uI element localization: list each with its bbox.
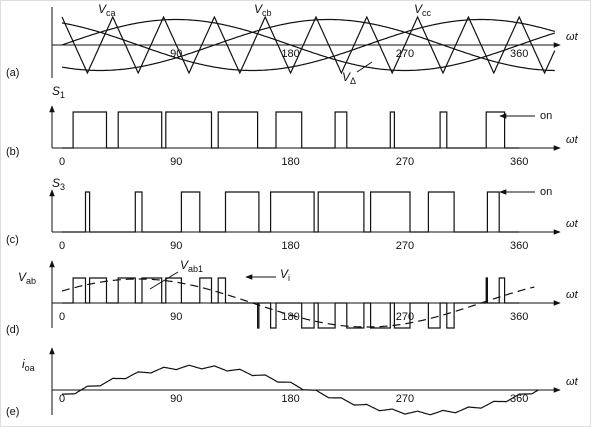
y-axis-label: Vab xyxy=(18,270,36,286)
y-axis-label-sub: ab xyxy=(26,276,36,286)
y-axis-label: S1 xyxy=(52,84,65,100)
waveform xyxy=(62,364,539,416)
y-axis-label: ioa xyxy=(22,357,35,373)
axis-label: ωt xyxy=(566,134,579,146)
pulse-train xyxy=(62,111,520,149)
y-axis-label-sub: oa xyxy=(25,363,35,373)
signal-label-sub: ca xyxy=(106,8,116,18)
signal-label-main: V xyxy=(98,2,107,16)
signal-label: Vcc xyxy=(414,2,432,18)
tick-label: 360 xyxy=(510,240,528,252)
tick-label: 180 xyxy=(281,48,299,60)
tick-label: 90 xyxy=(170,240,182,252)
tick-label: 270 xyxy=(396,156,414,168)
signal-label: VΔ xyxy=(342,70,356,86)
signal-label-sub: ab1 xyxy=(188,264,203,274)
waveform xyxy=(61,18,555,72)
tick-label: 360 xyxy=(510,156,528,168)
tick-label: 180 xyxy=(281,311,299,323)
waveform xyxy=(61,18,555,72)
tick-label: 270 xyxy=(396,311,414,323)
signal-label-main: V xyxy=(180,258,189,272)
signal-label-main: V xyxy=(254,2,263,16)
tick-label: 360 xyxy=(510,393,528,405)
y-axis-label-main: V xyxy=(18,270,27,284)
y-axis-label-main: i xyxy=(22,357,25,371)
pulse-train xyxy=(62,191,520,233)
tick-label: 90 xyxy=(170,311,182,323)
y-axis-label-main: S xyxy=(52,84,60,98)
signal-label-sub: cc xyxy=(422,8,432,18)
signal-label-main: V xyxy=(280,267,289,281)
signal-label: Vcb xyxy=(254,2,272,18)
panel-tag: (b) xyxy=(6,146,19,158)
tick-label: 0 xyxy=(59,311,65,323)
tick-label: 360 xyxy=(510,48,528,60)
signal-label: Vab1 xyxy=(180,258,203,274)
waveform xyxy=(61,278,535,328)
tick-label: 0 xyxy=(59,240,65,252)
tick-label: 180 xyxy=(281,393,299,405)
axis-label: ωt xyxy=(566,376,579,388)
waveform xyxy=(61,15,556,75)
signal-label-main: V xyxy=(414,2,423,16)
signal-label-main: V xyxy=(342,70,351,84)
signal-label: Vca xyxy=(98,2,116,18)
tick-label: 270 xyxy=(396,240,414,252)
signal-label: Vi xyxy=(280,267,290,283)
tick-label: 0 xyxy=(59,393,65,405)
signal-label-sub: Δ xyxy=(350,76,356,86)
note: on xyxy=(540,110,552,122)
y-axis-label-sub: 3 xyxy=(60,182,65,192)
waveform xyxy=(61,18,555,72)
panel-tag: (e) xyxy=(6,406,19,418)
tick-label: 180 xyxy=(281,156,299,168)
axis-label: ωt xyxy=(566,218,579,230)
leader xyxy=(356,61,373,73)
pulse-train xyxy=(62,277,520,329)
tick-label: 360 xyxy=(510,311,528,323)
tick-label: 90 xyxy=(170,393,182,405)
tick-label: 90 xyxy=(170,156,182,168)
panel-tag: (a) xyxy=(6,67,19,79)
y-axis-label: S3 xyxy=(52,176,65,192)
leader xyxy=(149,271,179,290)
tick-label: 270 xyxy=(396,393,414,405)
tick-label: 270 xyxy=(396,48,414,60)
axis-label: ωt xyxy=(566,289,579,301)
tick-label: 0 xyxy=(59,156,65,168)
tick-label: 180 xyxy=(281,240,299,252)
panel-tag: (c) xyxy=(6,234,19,246)
signal-label-sub: cb xyxy=(262,8,272,18)
note: on xyxy=(540,186,552,198)
y-axis-label-main: S xyxy=(52,176,60,190)
panel-tag: (d) xyxy=(6,324,19,336)
y-axis-label-sub: 1 xyxy=(60,90,65,100)
signal-label-sub: i xyxy=(288,273,290,283)
axis-label: ωt xyxy=(566,31,579,43)
